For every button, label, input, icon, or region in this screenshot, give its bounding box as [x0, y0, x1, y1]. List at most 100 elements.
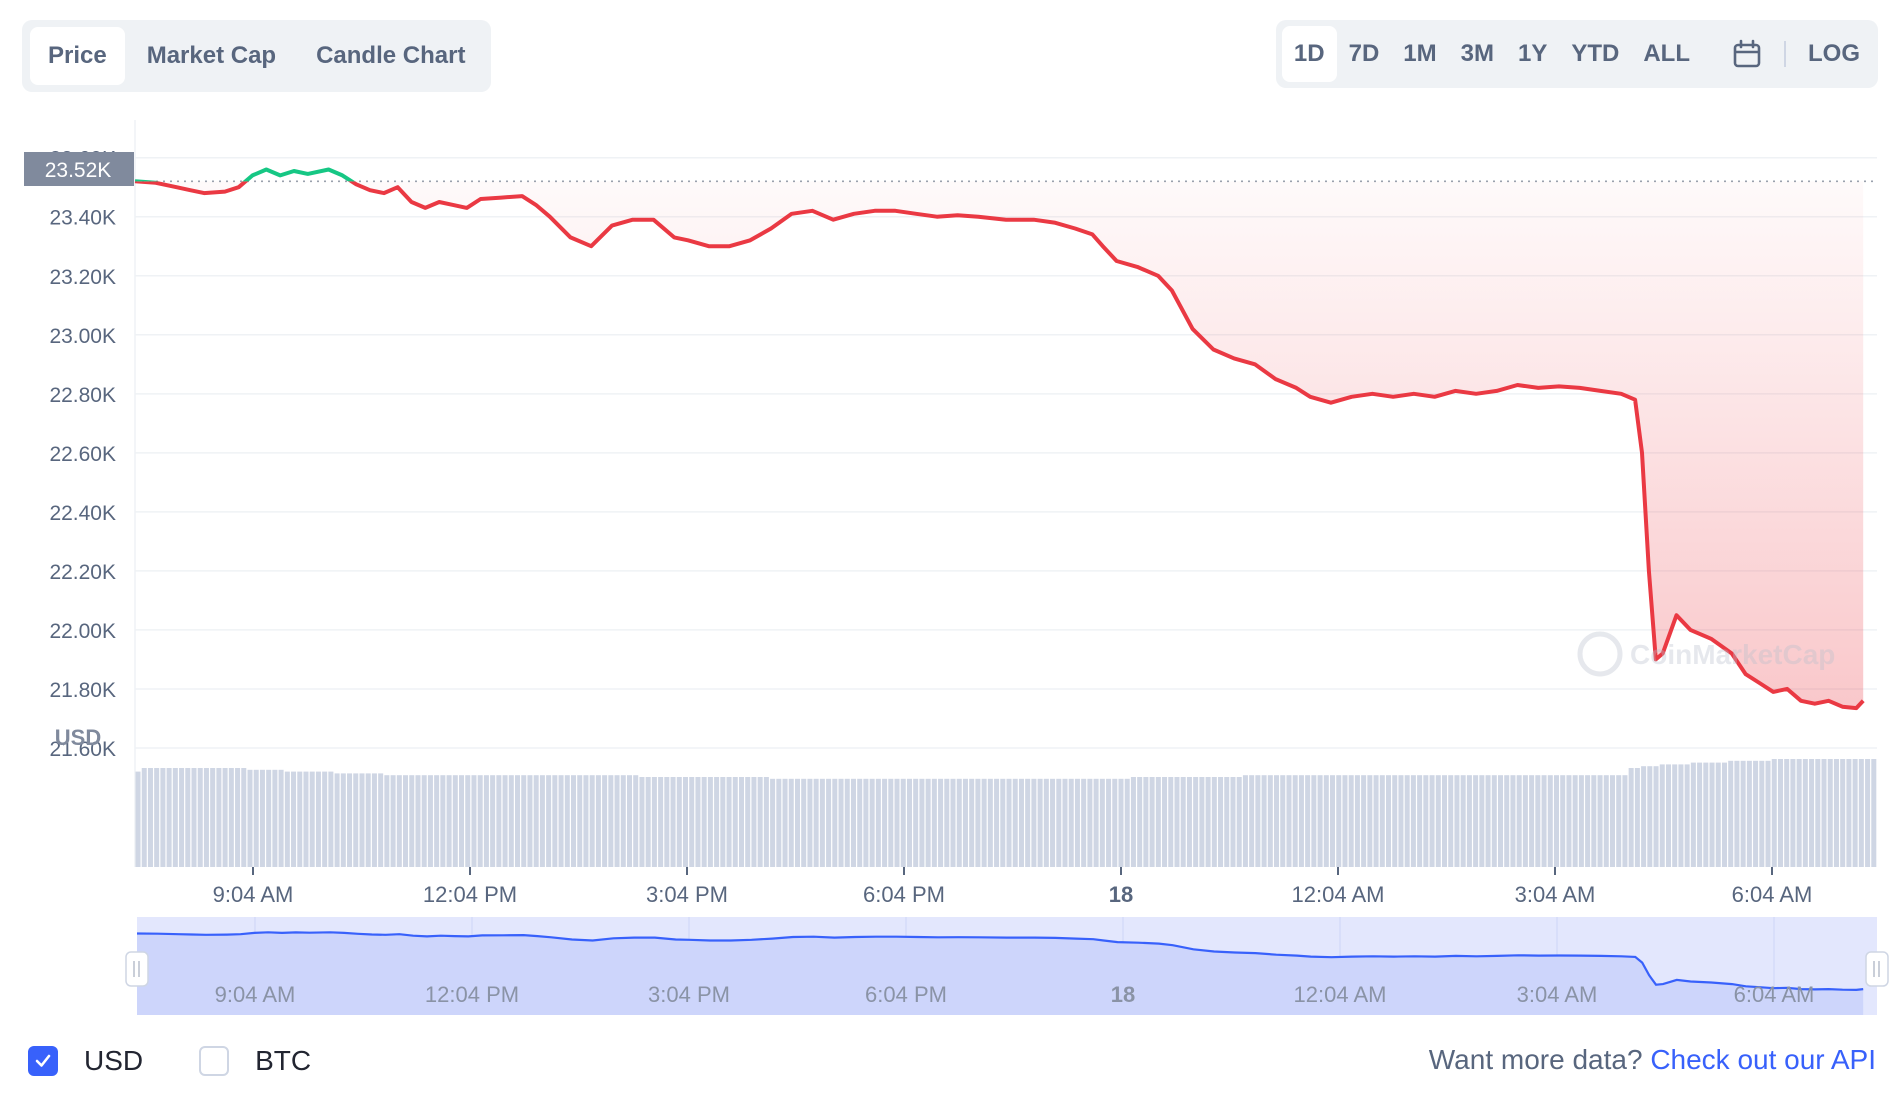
volume-bar: [135, 771, 141, 867]
range-navigator[interactable]: 9:04 AM 12:04 PM 3:04 PM 6:04 PM 18 12:04 AM 3…: [125, 917, 1889, 1015]
navigator-area: [137, 932, 1864, 1015]
navigator-handle-right[interactable]: [1865, 951, 1889, 987]
volume-bar: [477, 775, 483, 867]
tab-market-cap[interactable]: Market Cap: [146, 42, 277, 69]
volume-bar: [1634, 768, 1640, 867]
range-1m-button[interactable]: 1M: [1403, 40, 1437, 67]
volume-bar: [720, 777, 726, 867]
volume-bar: [1784, 759, 1790, 867]
date-range-button[interactable]: [1720, 26, 1774, 82]
volume-bar: [1398, 775, 1404, 867]
currency-axis-label: USD: [55, 725, 101, 750]
volume-bar: [1746, 760, 1752, 867]
volume-bar: [1423, 775, 1429, 867]
volume-bar: [1560, 775, 1566, 867]
range-1d-button[interactable]: 1D: [1281, 26, 1337, 82]
volume-bar: [558, 775, 564, 867]
volume-bar: [1274, 775, 1280, 867]
volume-bar: [1684, 764, 1690, 867]
volume-bar: [664, 777, 670, 867]
log-scale-button[interactable]: LOG: [1808, 40, 1860, 67]
api-link[interactable]: Check out our API: [1650, 1044, 1876, 1075]
y-tick-label: 23.20K: [49, 266, 116, 289]
volume-bar: [1292, 775, 1298, 867]
volume-bar: [956, 778, 962, 867]
volume-bar: [403, 775, 409, 867]
volume-bar: [1566, 775, 1572, 867]
volume-bar: [639, 777, 645, 867]
current-price-tag: 23.52K: [24, 152, 134, 186]
usd-label: USD: [84, 1045, 144, 1076]
y-tick-label: 22.20K: [49, 561, 116, 584]
volume-bar: [1323, 775, 1329, 867]
volume-bar: [1050, 778, 1056, 867]
volume-bar: [1460, 775, 1466, 867]
volume-bar: [1802, 759, 1808, 867]
volume-bar: [1224, 777, 1230, 867]
volume-bar: [1572, 775, 1578, 867]
volume-bar: [1087, 778, 1093, 867]
api-promo: Want more data? Check out our API: [1429, 1044, 1876, 1076]
range-3m-button[interactable]: 3M: [1460, 40, 1494, 67]
volume-bar: [1479, 775, 1485, 867]
volume-bar: [969, 778, 975, 867]
volume-bar: [1193, 777, 1199, 867]
x-tick-label: 9:04 AM: [213, 882, 294, 907]
volume-bar: [1280, 775, 1286, 867]
volume-bar: [770, 778, 776, 867]
volume-bar: [950, 778, 956, 867]
x-tick-label: 3:04 PM: [646, 882, 728, 907]
volume-bar: [589, 775, 595, 867]
volume-bar: [620, 775, 626, 867]
volume-bar: [1553, 775, 1560, 867]
price-chart[interactable]: 23.60K23.40K23.20K23.00K22.80K22.60K22.4…: [0, 100, 1898, 1030]
range-7d-button[interactable]: 7D: [1348, 40, 1380, 67]
volume-bar: [197, 768, 203, 867]
range-1y-button[interactable]: 1Y: [1517, 40, 1548, 67]
range-all-button[interactable]: ALL: [1643, 40, 1690, 67]
navigator-handle-left[interactable]: [125, 951, 149, 987]
volume-bar: [738, 777, 744, 867]
volume-bar: [763, 777, 769, 867]
volume-bar: [1641, 766, 1647, 867]
x-tick-label: 3:04 AM: [1515, 882, 1596, 907]
api-prompt: Want more data?: [1428, 1044, 1643, 1075]
volume-bar: [1367, 775, 1373, 867]
volume-bar: [440, 775, 446, 867]
volume-bar: [1815, 759, 1821, 867]
volume-bar: [1149, 777, 1155, 867]
volume-bar: [1043, 778, 1049, 867]
volume-bar: [340, 773, 346, 867]
y-tick-label: 21.60K: [49, 738, 116, 761]
tab-candle-chart[interactable]: Candle Chart: [316, 42, 466, 69]
volume-bar: [701, 777, 707, 867]
btc-checkbox[interactable]: [199, 1046, 230, 1076]
volume-bar: [1317, 775, 1323, 867]
volume-bar: [1180, 777, 1186, 867]
range-ytd-button[interactable]: YTD: [1571, 40, 1620, 67]
volume-bar: [1796, 759, 1802, 867]
volume-bar: [297, 771, 303, 867]
volume-bar: [633, 775, 639, 867]
volume-bar: [1031, 778, 1037, 867]
volume-bar: [284, 771, 290, 867]
y-tick-label: 22.40K: [49, 502, 116, 525]
volume-bar: [1510, 775, 1516, 867]
volume-bar: [471, 775, 477, 867]
volume-bar: [1721, 762, 1727, 867]
volume-bar: [1286, 775, 1292, 867]
tab-price[interactable]: Price: [30, 27, 125, 85]
volume-bar: [315, 771, 321, 867]
volume-bar: [384, 775, 390, 867]
volume-bar: [1392, 775, 1398, 867]
volume-bar: [1715, 762, 1721, 867]
volume-bar: [1130, 777, 1136, 867]
volume-bar: [695, 777, 701, 867]
volume-bar: [882, 778, 888, 867]
usd-checkbox[interactable]: [28, 1046, 58, 1076]
volume-bar: [1759, 760, 1765, 867]
volume-bar: [714, 777, 720, 867]
volume-bar: [1255, 775, 1261, 867]
volume-bar: [1404, 775, 1410, 867]
volume-bar: [1373, 775, 1379, 867]
